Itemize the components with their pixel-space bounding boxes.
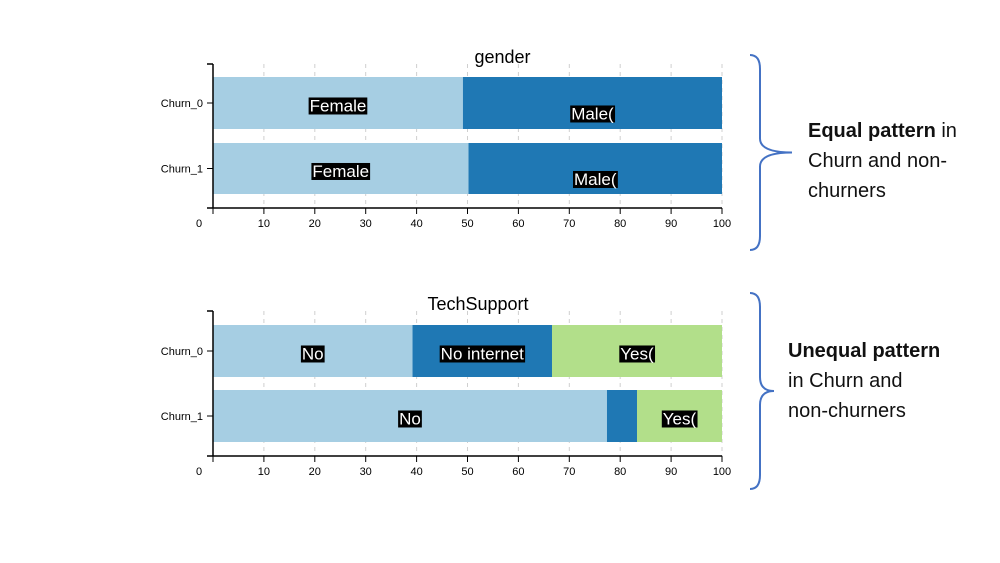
- annotation-unequal-line2: in Churn and: [788, 370, 903, 392]
- x-tick-label: 40: [410, 218, 422, 230]
- bar-label: No: [398, 409, 422, 428]
- annotation-unequal-line3: non-churners: [788, 400, 906, 422]
- bar-label-background: [619, 345, 656, 363]
- bar-label-text: Female: [312, 162, 369, 181]
- bar-label: Yes(: [619, 344, 656, 363]
- bar-label-text: Yes(: [663, 409, 697, 428]
- bar-label-background: [311, 162, 371, 180]
- x-tick-label: 30: [360, 466, 372, 478]
- bar-label: Male(: [570, 104, 616, 123]
- x-tick-label: 20: [309, 218, 321, 230]
- bar-label: Female: [308, 96, 368, 115]
- annotation-unequal-line1: Unequal pattern: [788, 340, 941, 362]
- chart-title: TechSupport: [427, 294, 528, 314]
- x-tick-label: 20: [309, 466, 321, 478]
- x-tick-label: 60: [512, 466, 524, 478]
- annotation-equal-line1: Equal pattern in: [808, 120, 957, 142]
- y-tick-label: Churn_0: [161, 346, 203, 358]
- x-tick-label: 10: [258, 466, 270, 478]
- bar-label-text: Female: [310, 96, 367, 115]
- x-tick-label: 50: [461, 466, 473, 478]
- annotation-equal-line3: churners: [808, 180, 886, 202]
- bar-segment-no-internet: [606, 390, 637, 442]
- x-tick-label: 80: [614, 218, 626, 230]
- bar-label-text: No internet: [441, 344, 524, 363]
- x-tick-label: 100: [713, 466, 731, 478]
- bar-label-text: Male(: [574, 170, 617, 189]
- bar-label: Female: [311, 162, 371, 181]
- x-tick-label: 0: [196, 466, 202, 478]
- x-tick-label: 100: [713, 218, 731, 230]
- y-tick-label: Churn_1: [161, 164, 203, 176]
- chart-0: Female Male( Churn_0 Female Male( Churn_1 0 10 2…: [161, 47, 731, 230]
- annotation-unequal-pattern: Unequal pattern in Churn and non-churner…: [788, 336, 940, 426]
- x-tick-label: 80: [614, 466, 626, 478]
- x-tick-label: 90: [665, 466, 677, 478]
- chart-title: gender: [474, 47, 530, 67]
- bar-label-background: [439, 345, 526, 363]
- x-tick-label: 70: [563, 218, 575, 230]
- x-tick-label: 10: [258, 218, 270, 230]
- curly-brace: [749, 292, 775, 490]
- y-tick-label: Churn_0: [161, 98, 203, 110]
- bar-label-background: [308, 97, 368, 115]
- bar-label-text: No: [302, 344, 324, 363]
- x-tick-label: 50: [461, 218, 473, 230]
- bar-label: Male(: [573, 170, 618, 189]
- curly-brace: [749, 54, 793, 251]
- bar-label-background: [573, 170, 618, 188]
- bar-label-background: [300, 345, 325, 363]
- bar-label-background: [570, 105, 616, 123]
- bar-label-text: Yes(: [620, 344, 654, 363]
- bar-label-background: [661, 410, 698, 428]
- annotation-equal-line2: Churn and non-: [808, 150, 947, 172]
- x-tick-label: 60: [512, 218, 524, 230]
- bar-label-text: Male(: [571, 104, 614, 123]
- bar-label-text: No: [399, 409, 421, 428]
- x-tick-label: 40: [410, 466, 422, 478]
- bar-label: No: [300, 344, 325, 363]
- bar-label-background: [398, 410, 422, 428]
- x-tick-label: 30: [360, 218, 372, 230]
- x-tick-label: 70: [563, 466, 575, 478]
- chart-1: No No internet Yes( Churn_0 No Yes( Churn_1 0 10…: [161, 294, 731, 478]
- x-tick-label: 0: [196, 218, 202, 230]
- x-tick-label: 90: [665, 218, 677, 230]
- bar-label: No internet: [439, 344, 526, 363]
- annotation-equal-pattern: Equal pattern in Churn and non- churners: [808, 116, 957, 206]
- y-tick-label: Churn_1: [161, 411, 203, 423]
- bar-label: Yes(: [661, 409, 698, 428]
